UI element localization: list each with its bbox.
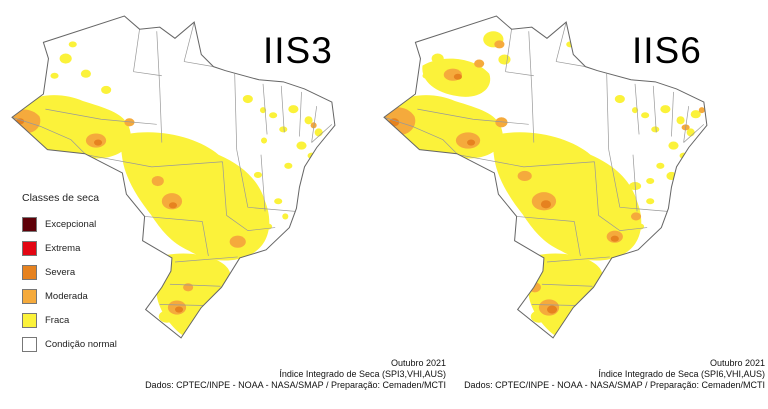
caption-source: Dados: CPTEC/INPE - NOAA - NASA/SMAP / P…: [145, 380, 446, 390]
state-borders: [384, 22, 705, 306]
legend-label: Condição normal: [45, 338, 117, 350]
fraca-patches: [13, 41, 323, 335]
country-border: [383, 15, 708, 339]
caption-index: Índice Integrado de Seca (SPI6,VHI,AUS): [598, 369, 765, 379]
legend-item: Severa: [22, 260, 117, 284]
caption-block-iis6: Outubro 2021 Índice Integrado de Seca (S…: [464, 358, 765, 391]
legend-item: Condição normal: [22, 332, 117, 356]
legend: Classes de seca Excepcional Extrema Seve…: [22, 192, 117, 356]
legend-item: Excepcional: [22, 212, 117, 236]
legend-swatch-moderada: [22, 288, 37, 304]
legend-item: Extrema: [22, 236, 117, 260]
legend-title: Classes de seca: [22, 192, 100, 204]
legend-label: Fraca: [45, 314, 70, 326]
legend-swatch-fraca: [22, 312, 37, 328]
legend-swatch-excepcional: [22, 216, 37, 232]
legend-swatch-normal: [22, 336, 37, 352]
caption-date: Outubro 2021: [709, 358, 765, 368]
caption-index: Índice Integrado de Seca (SPI3,VHI,AUS): [279, 369, 446, 379]
map-title-iis6: IIS6: [632, 30, 702, 71]
state-borders: [12, 22, 333, 306]
legend-label: Excepcional: [45, 218, 97, 230]
brazil-map-iis6: [383, 15, 708, 339]
brazil-map-iis3: [11, 15, 336, 339]
legend-label: Severa: [45, 266, 76, 278]
legend-item: Moderada: [22, 284, 117, 308]
legend-swatch-extrema: [22, 240, 37, 256]
caption-block-iis3: Outubro 2021 Índice Integrado de Seca (S…: [145, 358, 446, 391]
caption-date: Outubro 2021: [390, 358, 446, 368]
legend-label: Extrema: [45, 242, 81, 254]
severa-patches: [389, 73, 619, 314]
caption-source: Dados: CPTEC/INPE - NOAA - NASA/SMAP / P…: [464, 380, 765, 390]
map-title-iis3: IIS3: [263, 30, 333, 71]
legend-item: Fraca: [22, 308, 117, 332]
legend-swatch-severa: [22, 264, 37, 280]
severa-patches: [16, 118, 184, 313]
legend-label: Moderada: [45, 290, 88, 302]
country-border: [11, 15, 336, 339]
